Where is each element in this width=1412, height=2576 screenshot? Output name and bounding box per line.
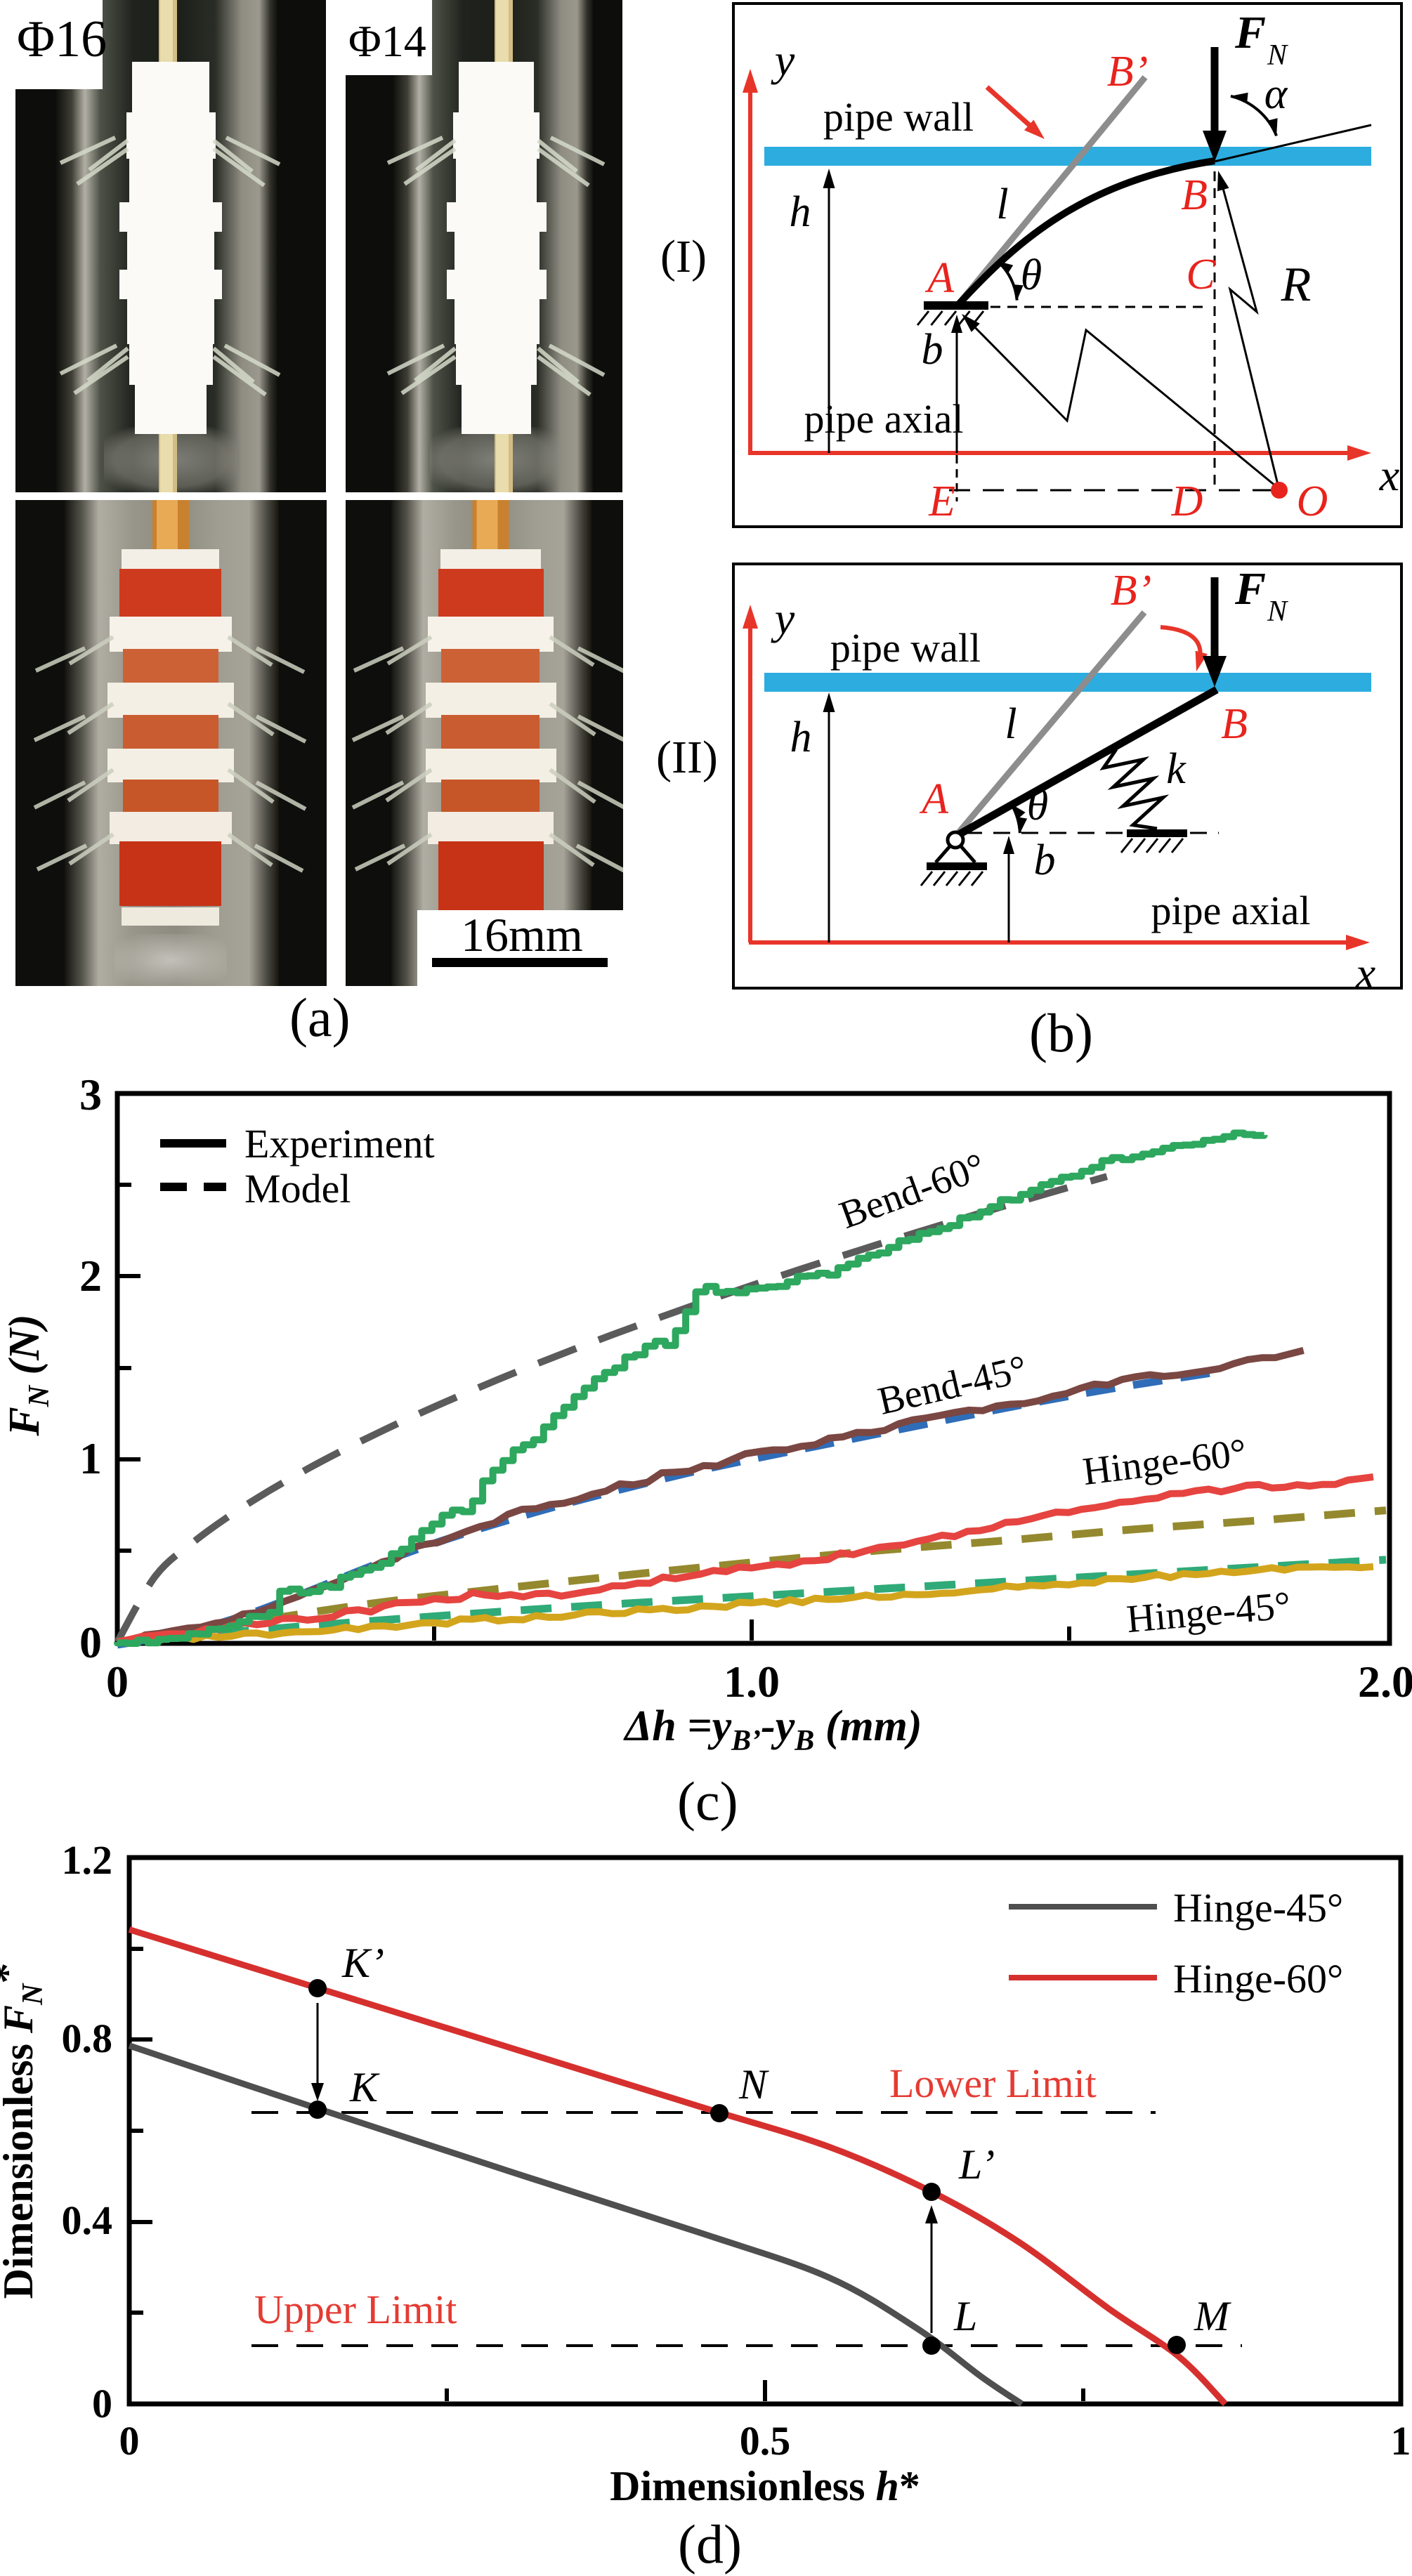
svg-text:Hinge-60°: Hinge-60° xyxy=(1080,1431,1249,1494)
svg-text:Model: Model xyxy=(244,1166,351,1211)
svg-text:1.0: 1.0 xyxy=(724,1657,780,1707)
svg-text:N: N xyxy=(1267,596,1288,628)
svg-text:pipe axial: pipe axial xyxy=(804,396,963,442)
svg-text:E: E xyxy=(928,478,955,525)
svg-text:y: y xyxy=(771,593,795,643)
svg-text:N: N xyxy=(738,2061,769,2108)
svg-text:0: 0 xyxy=(119,2418,140,2464)
svg-text:h: h xyxy=(790,714,812,761)
svg-text:B’: B’ xyxy=(1111,567,1152,615)
svg-text:O: O xyxy=(1297,478,1328,525)
svg-text:Hinge-45°: Hinge-45° xyxy=(1173,1885,1343,1931)
svg-text:Lower Limit: Lower Limit xyxy=(889,2061,1097,2106)
svg-text:R: R xyxy=(1281,258,1312,312)
svg-text:h: h xyxy=(790,188,811,236)
svg-text:A: A xyxy=(924,254,955,302)
svg-text:2: 2 xyxy=(79,1251,102,1301)
svg-text:y: y xyxy=(771,35,795,85)
svg-text:L’: L’ xyxy=(958,2141,995,2188)
svg-text:l: l xyxy=(996,180,1008,228)
svg-text:N: N xyxy=(1267,39,1288,72)
svg-text:Bend-60°: Bend-60° xyxy=(834,1145,991,1237)
svg-text:0: 0 xyxy=(92,2381,112,2426)
svg-text:F: F xyxy=(1234,563,1266,615)
svg-text:b: b xyxy=(922,326,943,374)
svg-text:θ: θ xyxy=(1021,251,1042,299)
svg-text:C: C xyxy=(1186,251,1215,298)
svg-text:k: k xyxy=(1166,745,1187,793)
svg-text:1: 1 xyxy=(1391,2418,1411,2464)
svg-text:M: M xyxy=(1194,2293,1231,2339)
svg-text:l: l xyxy=(1005,700,1016,748)
svg-text:0: 0 xyxy=(106,1657,129,1707)
svg-text:0: 0 xyxy=(79,1617,102,1667)
svg-text:α: α xyxy=(1264,70,1288,118)
svg-text:x: x xyxy=(1379,450,1399,500)
svg-text:Dimensionless FN*: Dimensionless FN* xyxy=(0,1963,49,2299)
svg-text:A: A xyxy=(919,775,949,823)
svg-text:3: 3 xyxy=(79,1070,102,1119)
svg-text:FN (N): FN (N) xyxy=(1,1314,55,1436)
svg-text:0.4: 0.4 xyxy=(62,2197,113,2243)
svg-text:x: x xyxy=(1355,948,1375,998)
svg-text:pipe axial: pipe axial xyxy=(1151,888,1310,933)
svg-text:0.5: 0.5 xyxy=(740,2418,791,2464)
svg-text:1: 1 xyxy=(79,1433,102,1483)
svg-text:F: F xyxy=(1234,7,1266,58)
svg-text:0.8: 0.8 xyxy=(62,2016,113,2061)
svg-text:L: L xyxy=(953,2293,977,2339)
svg-text:2.0: 2.0 xyxy=(1358,1657,1412,1707)
svg-text:pipe wall: pipe wall xyxy=(830,625,981,671)
svg-text:Experiment: Experiment xyxy=(244,1121,435,1167)
svg-text:1.2: 1.2 xyxy=(62,1837,113,1883)
svg-text:K: K xyxy=(349,2064,380,2110)
svg-text:B’: B’ xyxy=(1107,48,1149,96)
svg-text:pipe wall: pipe wall xyxy=(823,94,974,140)
svg-text:b: b xyxy=(1034,836,1056,884)
svg-text:Δh =yB’-yB (mm): Δh =yB’-yB (mm) xyxy=(622,1702,922,1757)
svg-text:Dimensionless h*: Dimensionless h* xyxy=(610,2463,920,2509)
svg-text:B: B xyxy=(1181,171,1208,219)
svg-text:Upper Limit: Upper Limit xyxy=(254,2287,457,2332)
svg-text:K’: K’ xyxy=(341,1940,384,1986)
svg-text:Hinge-45°: Hinge-45° xyxy=(1125,1584,1292,1641)
svg-text:D: D xyxy=(1171,478,1203,525)
svg-text:B: B xyxy=(1221,700,1248,748)
svg-text:Hinge-60°: Hinge-60° xyxy=(1173,1956,1343,2002)
svg-text:θ: θ xyxy=(1027,782,1048,829)
